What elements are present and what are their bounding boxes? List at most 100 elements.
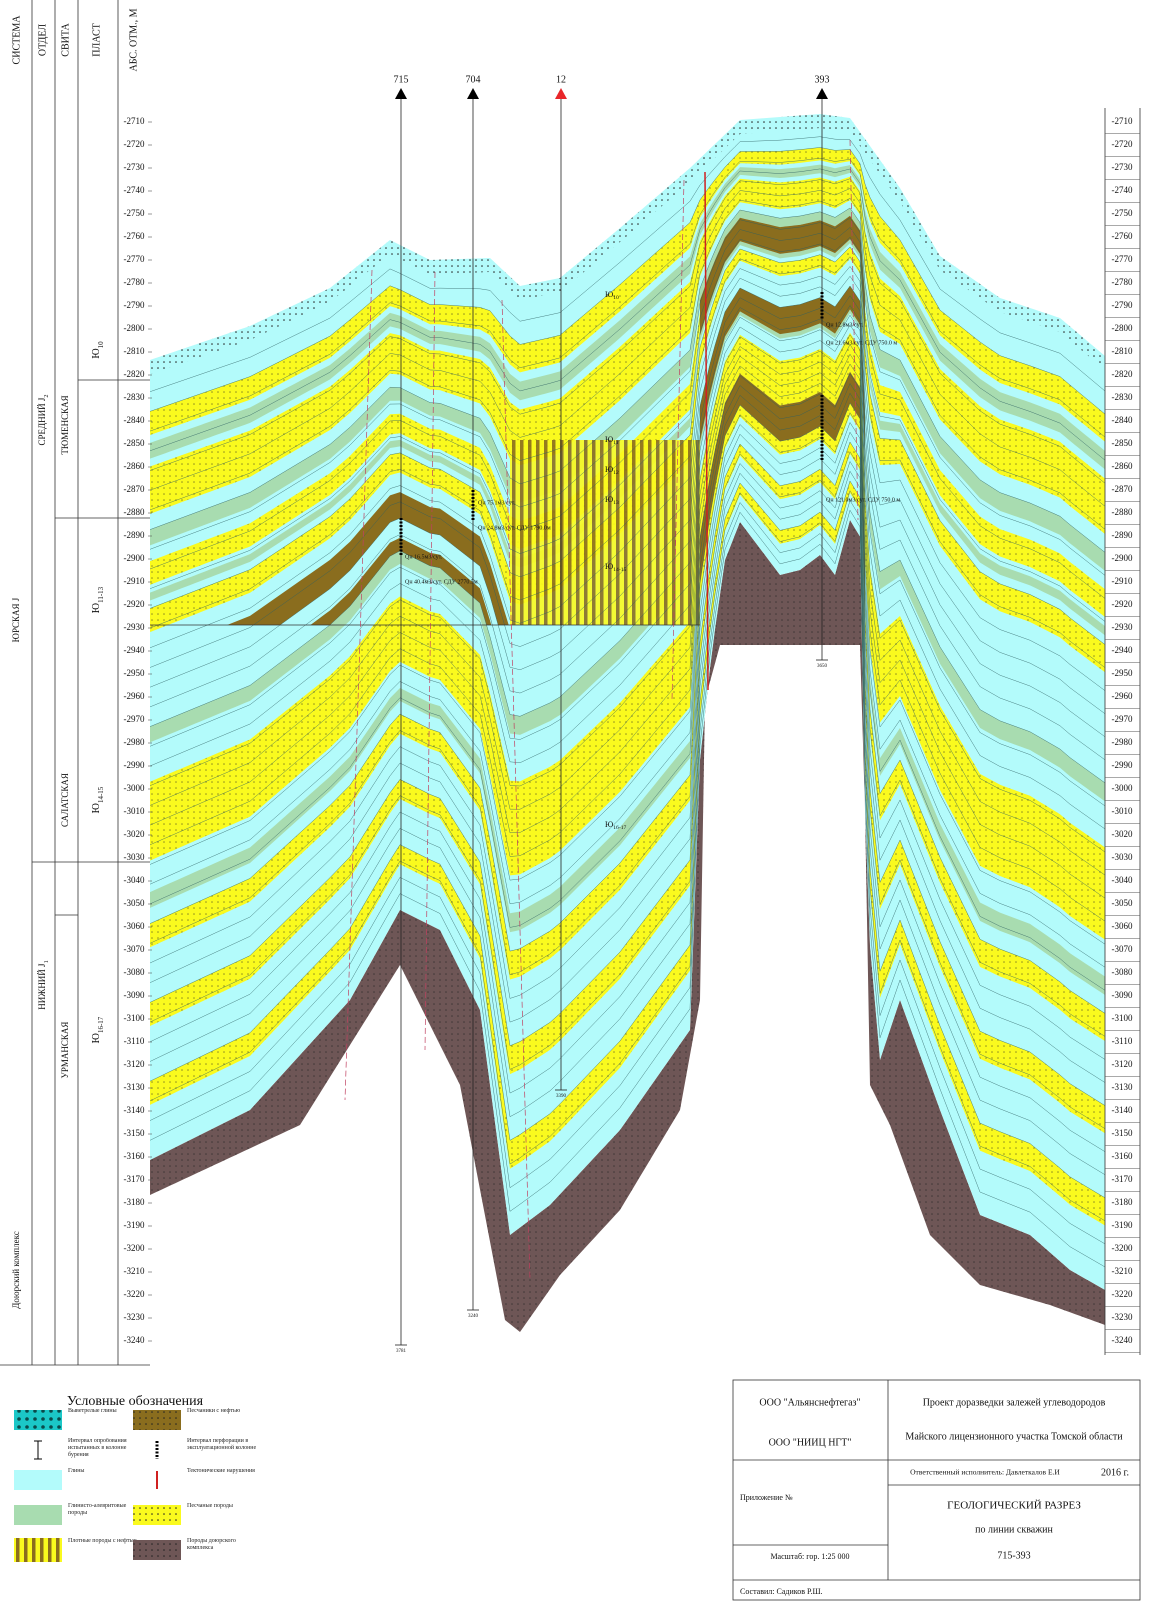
- depth-label-right: -2830: [1112, 392, 1133, 402]
- depth-label-right: -3080: [1112, 967, 1133, 977]
- depth-label-left: -2730: [124, 162, 145, 172]
- horizon-label-sub: 16-17: [613, 825, 626, 831]
- legend-label: Интервал перфорации в эксплуатационной к…: [187, 1438, 257, 1452]
- swatch: [133, 1410, 181, 1430]
- well-depth: 3650: [817, 664, 828, 669]
- plast-label-base: Ю: [91, 348, 102, 358]
- legend-item: Породы доюрского комплекса: [187, 1538, 257, 1564]
- plast-label-base: Ю: [91, 603, 102, 613]
- depth-label-right: -2860: [1112, 461, 1133, 471]
- depth-label-right: -2920: [1112, 599, 1133, 609]
- company: ООО "Альянснефтегаз": [759, 1397, 860, 1408]
- depth-label-right: -3180: [1112, 1197, 1133, 1207]
- legend-label: Плотные породы с нефтью: [68, 1538, 138, 1545]
- depth-label-left: -2930: [124, 622, 145, 632]
- plast-label-sub: 11-13: [97, 586, 105, 603]
- legend-label: Интервал опробования испытанных в колонн…: [68, 1438, 138, 1459]
- test-result: Qн 121.0м3/сут. СДУ 750.0 м: [826, 497, 900, 503]
- legend-item: Глинисто-алевритовые породы: [68, 1503, 138, 1529]
- depth-label-left: -2890: [124, 530, 145, 540]
- horizon-label-base: Ю: [605, 290, 613, 299]
- depth-label-right: -3060: [1112, 921, 1133, 931]
- depth-label-right: -2910: [1112, 576, 1133, 586]
- horizon-label-sub: 13: [613, 500, 619, 506]
- legend-item: Тектонические нарушения: [187, 1468, 257, 1494]
- test-result: Qн 16.5м3/сут.: [405, 554, 443, 560]
- column-header: СВИТА: [60, 23, 71, 57]
- plast-label: Ю16-17: [91, 1016, 104, 1043]
- test-result: Qн 40.4м3/сут. СДУ 2770.5м: [405, 579, 478, 585]
- depth-label-left: -2740: [124, 185, 145, 195]
- series-label: СРЕДНИЙ J2: [37, 394, 50, 445]
- depth-label-left: -3020: [124, 829, 145, 839]
- depth-label-right: -3140: [1112, 1105, 1133, 1115]
- legend-item: Глины: [68, 1468, 138, 1494]
- test-result: Qн 12.8м3/сут.: [826, 322, 864, 328]
- depth-label-left: -3080: [124, 967, 145, 977]
- depth-label-right: -3150: [1112, 1128, 1133, 1138]
- legend-item: Выветрелые глины: [68, 1408, 138, 1434]
- depth-label-left: -3040: [124, 875, 145, 885]
- depth-label-right: -2780: [1112, 277, 1133, 287]
- depth-label-left: -3090: [124, 990, 145, 1000]
- swatch: [14, 1505, 62, 1525]
- scale: Масштаб: гор. 1:25 000: [770, 1552, 849, 1561]
- depth-label-left: -2800: [124, 323, 145, 333]
- depth-label-right: -3010: [1112, 806, 1133, 816]
- depth-label-left: -2920: [124, 599, 145, 609]
- plast-label-sub: 14-15: [97, 786, 105, 803]
- horizon-label-base: Ю: [605, 435, 613, 444]
- legend-label: Песчаные породы: [187, 1503, 257, 1510]
- series-label-sub: 1: [43, 960, 50, 963]
- plast-label: Ю11-13: [91, 586, 104, 613]
- depth-label-right: -3230: [1112, 1312, 1133, 1322]
- depth-label-right: -2880: [1112, 507, 1133, 517]
- legend-label: Песчаники с нефтью: [187, 1408, 257, 1415]
- well-name: 715: [394, 74, 409, 85]
- depth-label-left: -2720: [124, 139, 145, 149]
- depth-label-left: -2970: [124, 714, 145, 724]
- depth-label-left: -2870: [124, 484, 145, 494]
- drawing-title: 715-393: [997, 1550, 1030, 1561]
- depth-label-right: -2750: [1112, 208, 1133, 218]
- legend-item: Интервал опробования испытанных в колонн…: [68, 1438, 138, 1464]
- depth-label-right: -2850: [1112, 438, 1133, 448]
- legend-label: Выветрелые глины: [68, 1408, 138, 1415]
- depth-label-right: -3220: [1112, 1289, 1133, 1299]
- legend-item: Плотные породы с нефтью: [68, 1538, 138, 1564]
- depth-label-left: -3170: [124, 1174, 145, 1184]
- column-header: ПЛАСТ: [91, 23, 102, 57]
- depth-label-right: -2960: [1112, 691, 1133, 701]
- swatch: [34, 1441, 42, 1459]
- depth-label-right: -2930: [1112, 622, 1133, 632]
- drawing-title: по линии скважин: [975, 1524, 1053, 1535]
- depth-label-right: -3210: [1112, 1266, 1133, 1276]
- well-symbol: [395, 88, 407, 99]
- depth-label-right: -2980: [1112, 737, 1133, 747]
- series-label-base: НИЖНИЙ J: [37, 963, 47, 1010]
- horizon-label-sub: 11: [613, 440, 619, 446]
- company: ООО "НИИЦ НГТ": [769, 1437, 852, 1448]
- depth-label-left: -2790: [124, 300, 145, 310]
- horizon-label-sub: 12: [613, 470, 619, 476]
- horizon-label-base: Ю: [605, 562, 613, 571]
- swatch: [133, 1505, 181, 1525]
- depth-label-left: -3200: [124, 1243, 145, 1253]
- depth-label-right: -3240: [1112, 1335, 1133, 1345]
- plast-label-sub: 10: [97, 341, 105, 349]
- depth-label-left: -3140: [124, 1105, 145, 1115]
- depth-label-left: -3060: [124, 921, 145, 931]
- cross-section: [150, 114, 1105, 1332]
- legend-label: Тектонические нарушения: [187, 1468, 257, 1475]
- depth-label-right: -2990: [1112, 760, 1133, 770]
- page: СИСТЕМАОТДЕЛСВИТАПЛАСТАБС. ОТМ., МЮРСКАЯ…: [0, 0, 1173, 1602]
- well-depth: 3240: [468, 1314, 479, 1319]
- depth-label-left: -3210: [124, 1266, 145, 1276]
- series-label-sub: 2: [43, 394, 50, 397]
- depth-label-right: -3000: [1112, 783, 1133, 793]
- legend-title: Условные обозначения: [67, 1394, 204, 1409]
- depth-label-left: -3100: [124, 1013, 145, 1023]
- depth-label-right: -2810: [1112, 346, 1133, 356]
- depth-label-left: -3030: [124, 852, 145, 862]
- depth-label-left: -2840: [124, 415, 145, 425]
